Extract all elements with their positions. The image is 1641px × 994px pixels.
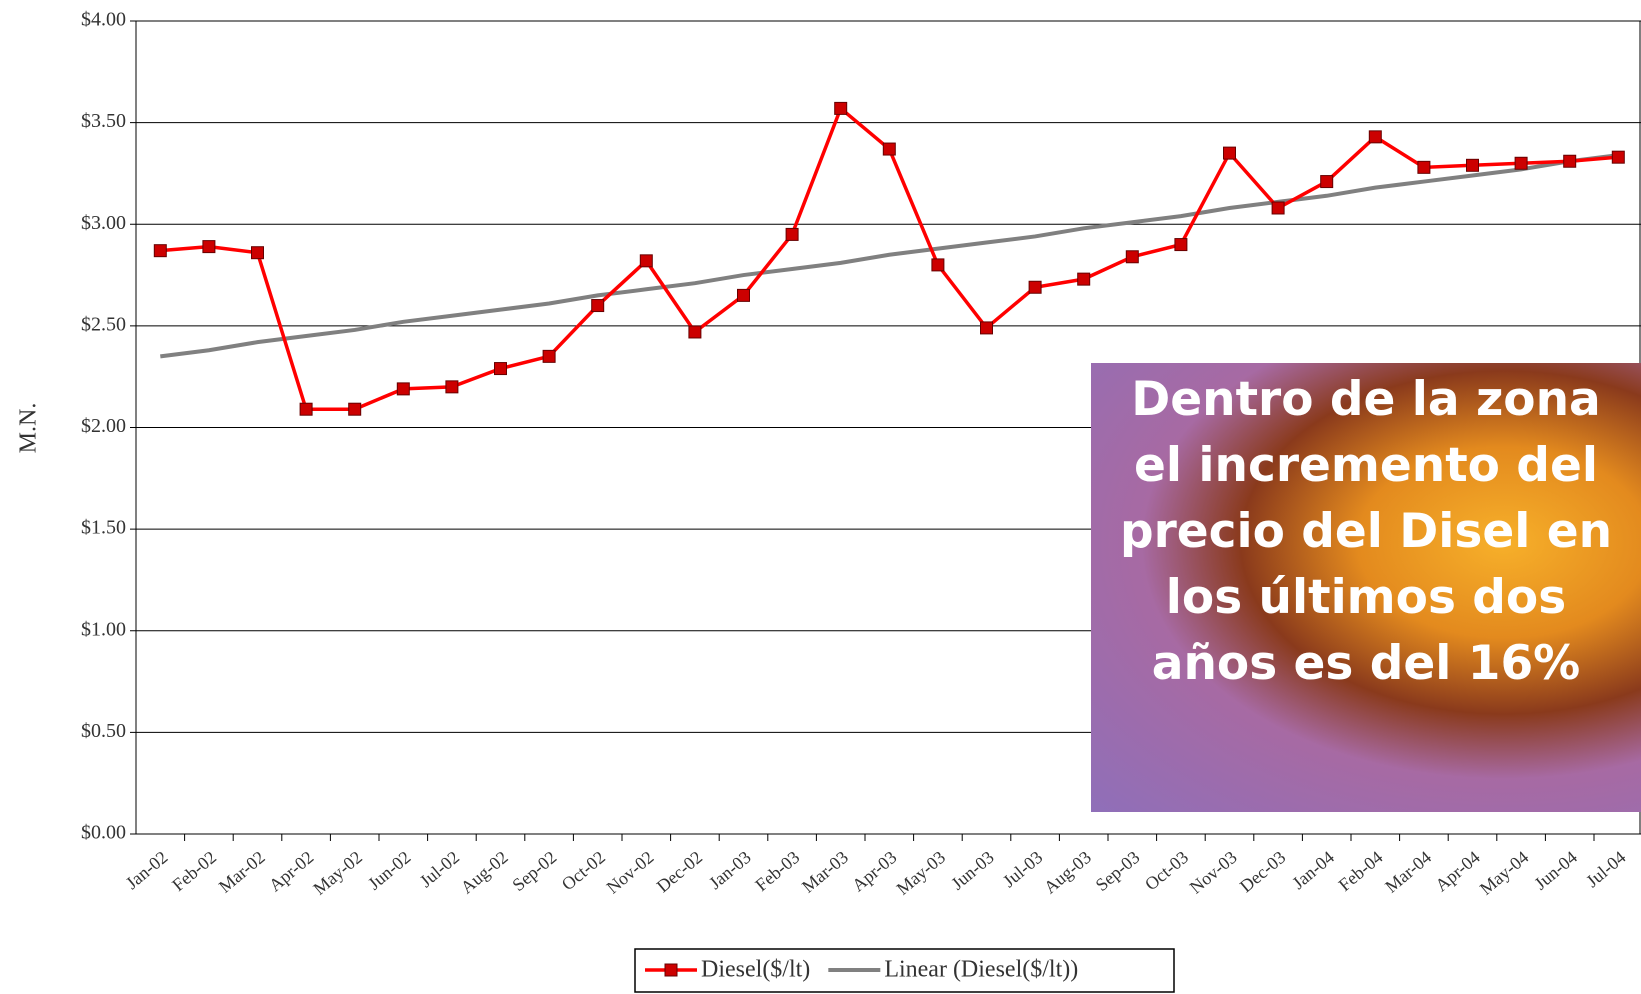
legend-label: Linear (Diesel($/lt)) xyxy=(884,957,1078,983)
marker xyxy=(494,362,507,376)
marker xyxy=(1466,158,1479,172)
x-tick-label: Feb-04 xyxy=(1335,847,1387,895)
x-tick-label: Jun-03 xyxy=(947,847,997,894)
marker xyxy=(737,288,750,302)
legend-box xyxy=(634,948,1175,993)
x-tick-label: Jul-03 xyxy=(999,847,1046,891)
x-tick-label: Mar-04 xyxy=(1381,847,1435,897)
marker xyxy=(396,382,410,396)
marker xyxy=(1271,201,1285,215)
legend-label: Diesel($/lt) xyxy=(701,957,810,983)
trend-line xyxy=(160,153,1619,359)
marker xyxy=(251,246,264,260)
y-tick-label: $3.00 xyxy=(81,212,126,234)
x-tick-label: Jun-04 xyxy=(1531,847,1581,894)
marker xyxy=(1368,130,1382,144)
marker xyxy=(299,402,313,416)
x-tick-label: Jan-04 xyxy=(1288,847,1338,893)
marker xyxy=(202,240,216,254)
y-tick-label: $3.50 xyxy=(81,110,126,132)
marker xyxy=(1320,175,1334,189)
x-tick-label: Sep-03 xyxy=(1092,847,1144,895)
y-tick-label: $1.00 xyxy=(81,618,126,640)
annotation: Dentro de la zona el incremento del prec… xyxy=(1091,363,1641,812)
x-tick-label: Jan-02 xyxy=(122,847,172,893)
x-tick-label: Oct-02 xyxy=(558,847,609,894)
x-tick-label: Dec-03 xyxy=(1236,847,1289,896)
marker xyxy=(980,321,993,335)
x-tick-label: Apr-04 xyxy=(1431,847,1483,896)
x-tick-label: Jul-02 xyxy=(416,847,463,891)
x-tick-label: Feb-03 xyxy=(751,847,803,895)
x-tick-label: Sep-02 xyxy=(508,847,560,895)
legend: Diesel($/lt) Linear (Diesel($/lt)) xyxy=(634,948,1175,993)
marker xyxy=(834,101,848,115)
x-tick-label: Aug-02 xyxy=(457,847,512,898)
marker xyxy=(1125,250,1139,264)
y-tick-label: $4.00 xyxy=(81,9,126,31)
x-tick-label: Aug-03 xyxy=(1040,847,1095,898)
x-tick-label: Mar-03 xyxy=(798,847,852,897)
marker xyxy=(1077,272,1091,286)
y-tick-label: $0.50 xyxy=(81,720,126,742)
x-tick-label: May-02 xyxy=(309,847,366,899)
x-tick-label: Nov-02 xyxy=(603,847,658,898)
y-axis-label: M.N. xyxy=(16,403,42,454)
marker xyxy=(1417,160,1431,174)
marker xyxy=(639,254,653,268)
x-tick-label: May-03 xyxy=(893,847,950,899)
x-tick-label: May-04 xyxy=(1476,847,1533,899)
marker xyxy=(931,258,945,272)
x-tick-label: Nov-03 xyxy=(1186,847,1241,898)
y-tick-label: $1.50 xyxy=(81,517,126,539)
x-tick-label: Feb-02 xyxy=(168,847,220,895)
y-tick-label: $2.00 xyxy=(81,415,126,437)
marker xyxy=(348,402,362,416)
marker xyxy=(1611,150,1625,164)
x-tick-label: Jul-04 xyxy=(1582,847,1629,891)
legend-marker xyxy=(664,963,678,977)
x-tick-label: Dec-02 xyxy=(653,847,706,896)
marker xyxy=(445,380,459,394)
marker xyxy=(882,142,896,156)
marker xyxy=(153,244,167,258)
marker xyxy=(1223,146,1236,160)
marker xyxy=(1174,238,1188,252)
x-tick-label: Oct-03 xyxy=(1141,847,1192,894)
marker xyxy=(1028,280,1042,294)
marker xyxy=(1514,156,1528,170)
marker xyxy=(591,299,605,313)
x-tick-label: Jun-02 xyxy=(364,847,414,894)
x-tick-label: Jan-03 xyxy=(705,847,755,893)
x-tick-label: Mar-02 xyxy=(215,847,269,897)
x-tick-label: Apr-02 xyxy=(265,847,317,896)
marker xyxy=(785,227,799,241)
marker xyxy=(688,325,702,339)
y-tick-label: $2.50 xyxy=(81,313,126,335)
y-tick-label: $0.00 xyxy=(81,822,126,844)
marker xyxy=(1563,154,1577,168)
x-tick-label: Apr-03 xyxy=(848,847,900,896)
marker xyxy=(542,349,556,363)
